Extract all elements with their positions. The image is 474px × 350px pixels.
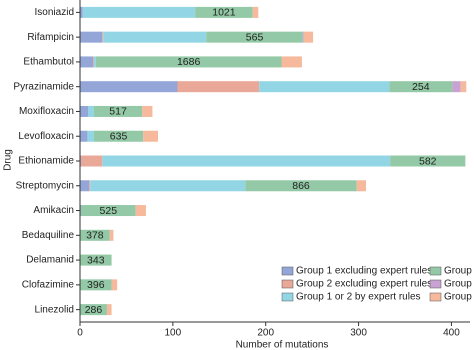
legend-swatch [429,266,442,276]
bar-segment [102,155,391,167]
legend-label: Group 4 [444,279,474,290]
y-tick-label: Ethionamide [18,156,74,167]
bar-segment [281,56,302,68]
bar-segment [177,81,260,93]
legend-swatch [281,292,294,302]
bar-segment [252,6,259,18]
legend-swatch [281,279,294,289]
bar-segment [80,180,90,192]
bar-segment [89,180,91,192]
bar-segment [452,81,461,93]
bar-segment [80,6,83,18]
bar-segment [245,180,357,192]
bar-segment [80,229,110,241]
bar-segment [80,304,107,316]
bar-segment [206,31,303,43]
legend-label: Group 2 excluding expert rules [296,279,432,290]
x-tick-label: 400 [443,328,460,339]
bar-segment [103,31,207,43]
bar-annotation: 254 [412,81,430,93]
bar-segment [259,81,390,93]
bar-segment [106,304,112,316]
bar-annotation: 396 [87,279,105,291]
legend-label: Group 3 [444,266,474,277]
legend-swatch [281,266,294,276]
bar-annotation: 565 [246,31,264,43]
bar-segment [109,229,114,241]
bar-segment [460,81,467,93]
legend-label: Group 1 excluding expert rules [296,266,432,277]
x-tick-label: 100 [165,328,182,339]
y-tick-label: Isoniazid [35,7,74,18]
bar-segment [93,130,144,142]
y-tick-label: Bedaquiline [22,230,75,241]
y-tick-label: Rifampicin [27,32,74,43]
bar-segment [102,31,104,43]
y-tick-label: Clofazimine [22,279,75,290]
bar-segment [93,56,96,68]
legend-swatch [429,279,442,289]
y-tick-label: Moxifloxacin [19,106,74,117]
bar-segment [389,81,453,93]
bar-segment [80,205,136,217]
bar-annotation: 286 [85,304,103,316]
legend-swatch [429,292,442,302]
y-tick-label: Streptomycin [16,180,74,191]
bar-annotation: 343 [87,254,105,266]
bar-annotation: 378 [86,230,104,242]
bar-annotation: 866 [292,180,310,192]
bar-segment [80,105,89,117]
y-tick-label: Amikacin [33,205,74,216]
y-tick-label: Pyrazinamide [13,81,74,92]
bar-segment [356,180,366,192]
bar-segment [80,254,112,266]
bar-segment [143,130,158,142]
bar-segment [90,180,246,192]
bar-annotation: 525 [100,205,118,217]
y-tick-label: Linezolid [35,304,74,315]
y-tick-label: Ethambutol [23,57,74,68]
bar-segment [80,130,88,142]
legend-label: Group 5 [444,292,474,303]
legend-label: Group 1 or 2 by expert rules [296,292,421,303]
bar-segment [95,56,282,68]
x-tick-label: 300 [350,328,367,339]
bar-segment [80,56,93,68]
bar-segment [111,279,118,291]
bar-segment [82,6,196,18]
bar-segment [88,105,94,117]
bar-segment [195,6,253,18]
y-axis-label: Drug [3,149,14,171]
bar-segment [87,130,94,142]
bar-segment [302,31,304,43]
bar-segment [135,205,146,217]
bar-annotation: 1686 [177,56,201,68]
bar-segment [142,105,153,117]
bar-segment [80,31,103,43]
bar-annotation: 635 [110,131,128,143]
x-tick-label: 200 [257,328,274,339]
x-tick-label: 0 [77,328,83,339]
x-axis-label: Number of mutations [236,340,329,350]
bar-segment [80,81,178,93]
bar-segment [303,31,314,43]
bar-segment [93,56,94,68]
bar-segment [93,105,143,117]
bar-segment [80,155,103,167]
y-tick-label: Delamanid [26,255,74,266]
bar-annotation: 582 [419,155,437,167]
bar-segment [80,279,112,291]
bar-annotation: 517 [109,106,127,118]
bar-segment [390,155,466,167]
y-tick-label: Levofloxacin [18,131,74,142]
bar-annotation: 1021 [212,7,236,19]
